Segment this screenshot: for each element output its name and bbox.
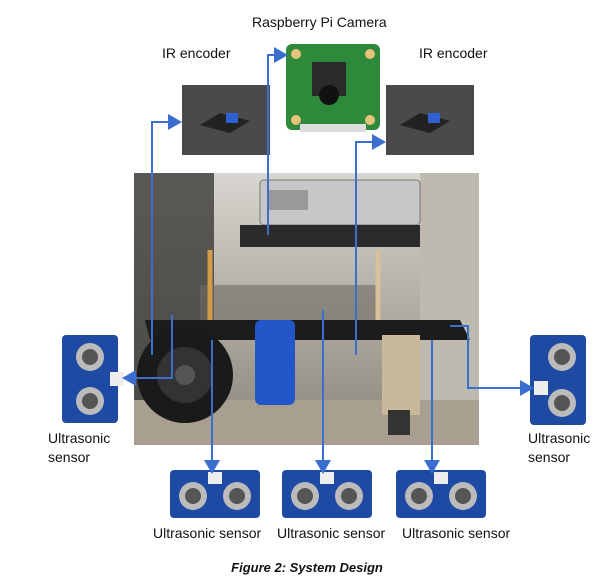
figure-caption: Figure 2: System Design: [231, 560, 383, 575]
camera-label: Raspberry Pi Camera: [252, 14, 387, 30]
ultrasonic-right-label-line2: sensor: [528, 449, 571, 465]
ir-encoder-left-label: IR encoder: [162, 45, 231, 61]
connector-us-left: [122, 315, 173, 386]
connector-ir-right: [355, 134, 386, 355]
ir-encoder-right-label: IR encoder: [419, 45, 488, 61]
ultrasonic-bottom-1-image: [170, 470, 260, 518]
ultrasonic-right-label-line1: Ultrasonic: [528, 430, 591, 446]
ultrasonic-bottom-3-image: [396, 470, 486, 518]
ultrasonic-left-image: [62, 335, 124, 423]
ultrasonic-right-image: [530, 335, 586, 425]
ultrasonic-bottom-1-label: Ultrasonic sensor: [153, 525, 262, 541]
ir-encoder-left-image: [182, 85, 270, 155]
camera-image: [286, 44, 380, 132]
ultrasonic-bottom-2-image: [282, 470, 372, 518]
ultrasonic-left-label-line1: Ultrasonic: [48, 430, 111, 446]
robot-photo: [134, 173, 479, 445]
ir-encoder-right-image: [386, 85, 474, 155]
connector-lines: [122, 47, 534, 474]
connector-us-right: [450, 325, 534, 396]
ultrasonic-bottom-3-label: Ultrasonic sensor: [402, 525, 511, 541]
connector-ir-left: [151, 114, 182, 355]
connector-camera: [267, 47, 288, 235]
ultrasonic-bottom-2-label: Ultrasonic sensor: [277, 525, 386, 541]
ultrasonic-left-label-line2: sensor: [48, 449, 91, 465]
